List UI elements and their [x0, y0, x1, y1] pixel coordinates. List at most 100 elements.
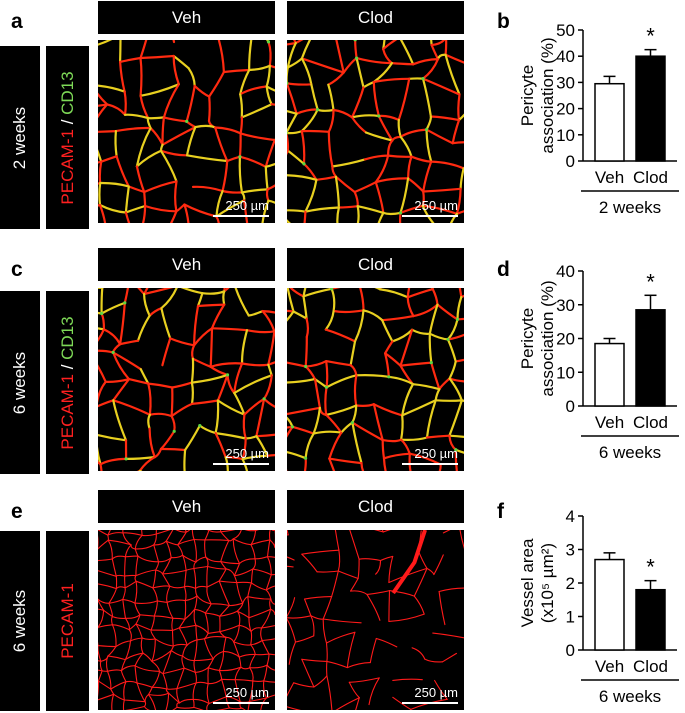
- y-tick-label: 0: [566, 641, 575, 660]
- vessel-segment: [356, 205, 360, 223]
- vessel-segment: [124, 211, 131, 223]
- vessel-segment: [459, 167, 464, 190]
- vessel-segment: [134, 534, 143, 550]
- vessel-segment: [350, 577, 359, 592]
- pericyte-spot: [172, 429, 176, 433]
- vessel-segment: [193, 561, 197, 570]
- stain-label-box: PECAM-1: [46, 531, 89, 711]
- vessel-segment: [135, 623, 152, 631]
- vessel-segment: [232, 538, 241, 565]
- vessel-segment: [98, 103, 109, 119]
- panel-letter-e: e: [11, 500, 23, 523]
- vessel-segment: [162, 116, 188, 123]
- vessel-network: [287, 530, 464, 710]
- vessel-segment: [222, 290, 226, 306]
- vessel-segment: [112, 399, 151, 416]
- vessel-segment: [127, 378, 150, 385]
- vessel-segment: [250, 630, 253, 646]
- vessel-segment: [148, 307, 163, 317]
- vessel-segment: [236, 582, 244, 604]
- vessel-segment: [430, 361, 441, 391]
- vessel-segment: [207, 678, 223, 685]
- vessel-segment: [375, 559, 382, 575]
- vessel-segment: [125, 705, 145, 710]
- y-axis-label: Vessel area(x10⁵ µm²): [518, 538, 557, 627]
- vessel-segment: [208, 70, 225, 98]
- vessel-segment: [335, 40, 345, 74]
- vessel-segment: [147, 686, 153, 696]
- vessel-segment: [325, 360, 329, 389]
- vessel-segment: [124, 580, 137, 589]
- vessel-segment: [287, 66, 289, 85]
- vessel-segment: [201, 290, 226, 295]
- vessel-segment: [107, 539, 113, 560]
- vessel-segment: [293, 682, 315, 688]
- vessel-segment: [425, 434, 451, 439]
- vessel-segment: [170, 554, 184, 559]
- vessel-segment: [112, 378, 131, 402]
- vessel-segment: [143, 705, 151, 710]
- y-tick-label: 10: [556, 363, 575, 382]
- vessel-segment: [363, 154, 390, 161]
- vessel-segment: [190, 399, 219, 405]
- vessel-segment: [125, 456, 156, 461]
- vessel-segment: [388, 613, 425, 622]
- vessel-segment: [411, 328, 431, 335]
- vessel-segment: [224, 456, 229, 471]
- vessel-segment: [334, 175, 340, 209]
- vessel-segment: [160, 307, 172, 340]
- vessel-segment: [225, 696, 241, 703]
- vessel-segment: [238, 155, 243, 194]
- vessel-segment: [98, 530, 109, 536]
- vessel-segment: [266, 556, 272, 576]
- vessel-segment: [134, 544, 155, 550]
- vessel-segment: [124, 574, 137, 577]
- vessel-segment: [196, 595, 212, 605]
- vessel-segment: [351, 86, 365, 119]
- group-label: 6 weeks: [599, 687, 661, 706]
- vessel-segment: [266, 184, 275, 191]
- vessel-segment: [430, 40, 433, 47]
- vessel-segment: [136, 314, 151, 342]
- vessel-segment: [444, 53, 464, 64]
- vessel-segment: [247, 596, 250, 619]
- vessel-segment: [129, 637, 143, 642]
- vessel-segment: [300, 130, 306, 165]
- vessel-segment: [100, 155, 118, 163]
- y-tick-label: 0: [566, 152, 575, 171]
- vessel-segment: [114, 126, 152, 133]
- vessel-segment: [193, 84, 211, 98]
- vessel-segment: [112, 351, 142, 371]
- vessel-segment: [369, 637, 377, 664]
- vessel-segment: [176, 688, 181, 704]
- y-tick-label: 40: [556, 262, 575, 281]
- vessel-segment: [228, 602, 244, 607]
- vessel-segment: [219, 624, 240, 633]
- vessel-segment: [287, 425, 294, 429]
- vessel-segment: [207, 631, 221, 634]
- vessel-segment: [399, 128, 428, 138]
- vessel-segment: [248, 608, 272, 619]
- vessel-segment: [183, 667, 196, 673]
- pericyte-spot: [421, 77, 425, 81]
- vessel-segment: [397, 77, 411, 121]
- vessel-segment: [148, 412, 173, 418]
- vessel-segment: [155, 530, 157, 535]
- vessel-segment: [191, 357, 212, 368]
- vessel-segment: [172, 643, 188, 647]
- vessel-segment: [324, 309, 335, 331]
- vessel-segment: [98, 311, 103, 315]
- vessel-segment: [270, 103, 275, 106]
- vessel-segment: [240, 188, 269, 194]
- vessel-segment: [382, 211, 402, 216]
- vessel-segment: [169, 210, 178, 223]
- vessel-segment: [457, 93, 461, 122]
- vessel-segment: [98, 608, 105, 611]
- vessel-segment: [266, 653, 270, 666]
- vessel-segment: [248, 697, 268, 702]
- vessel-segment: [195, 624, 209, 634]
- vessel-segment: [268, 64, 275, 69]
- vessel-segment: [165, 540, 172, 559]
- vessel-segment: [374, 154, 390, 184]
- vessel-segment: [153, 544, 160, 563]
